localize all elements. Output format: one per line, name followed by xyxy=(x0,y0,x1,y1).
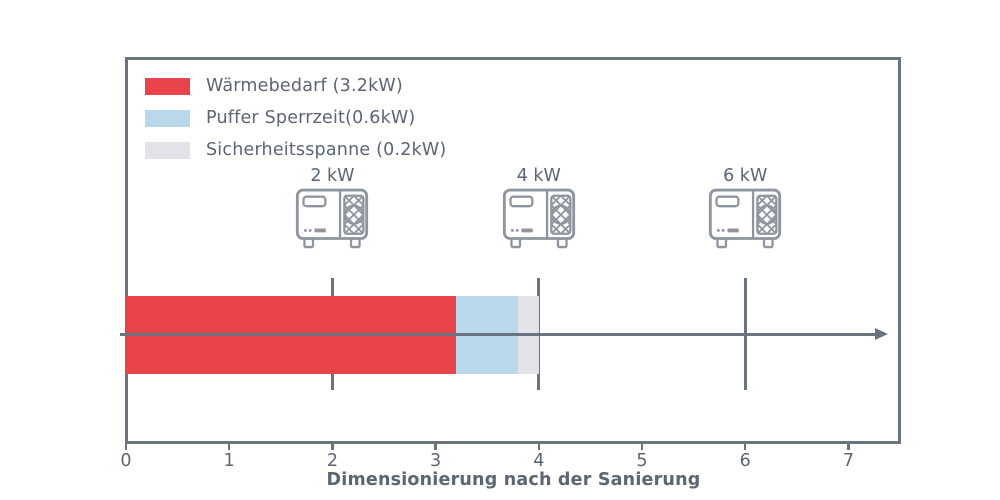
legend: Wärmebedarf (3.2kW) Puffer Sperrzeit(0.6… xyxy=(145,76,446,160)
x-tick-label: 0 xyxy=(120,451,132,471)
legend-label: Sicherheitsspanne (0.2kW) xyxy=(206,140,447,160)
legend-swatch-puffer-sperrzeit xyxy=(145,109,190,127)
x-tick-label: 7 xyxy=(842,451,854,471)
x-tick-label: 2 xyxy=(326,451,338,471)
plot-frame xyxy=(125,57,901,444)
x-tick-mark xyxy=(640,443,644,450)
x-tick-label: 4 xyxy=(533,451,545,471)
x-tick-label: 6 xyxy=(739,451,751,471)
x-tick-mark xyxy=(227,443,231,450)
legend-label: Wärmebedarf (3.2kW) xyxy=(206,76,403,96)
heat-pump-icon xyxy=(707,188,783,251)
x-axis-arrowhead xyxy=(875,328,888,340)
legend-swatch-sicherheitsspanne xyxy=(145,141,190,159)
x-tick-mark xyxy=(847,443,850,450)
x-tick-label: 1 xyxy=(223,451,235,471)
pump-capacity-label: 4 kW xyxy=(516,166,561,186)
pump-group-4kw: 4 kW xyxy=(479,166,599,255)
pump-group-2kw: 2 kW xyxy=(272,166,392,255)
pump-capacity-label: 2 kW xyxy=(310,166,355,186)
legend-item-puffer-sperrzeit: Puffer Sperrzeit(0.6kW) xyxy=(145,108,446,128)
legend-item-sicherheitsspanne: Sicherheitsspanne (0.2kW) xyxy=(145,140,446,160)
pump-capacity-label: 6 kW xyxy=(723,166,768,186)
legend-label: Puffer Sperrzeit(0.6kW) xyxy=(206,108,416,128)
x-tick-label: 5 xyxy=(636,451,648,471)
x-axis-title: Dimensionierung nach der Sanierung xyxy=(326,470,701,490)
heat-pump-icon xyxy=(294,188,370,251)
legend-swatch-waermebedarf xyxy=(145,77,190,95)
x-tick-mark xyxy=(434,443,437,450)
x-tick-mark xyxy=(124,443,128,450)
x-tick-label: 3 xyxy=(430,451,442,471)
x-tick-mark xyxy=(537,443,541,450)
x-axis-arrow-line xyxy=(120,332,876,336)
legend-item-waermebedarf: Wärmebedarf (3.2kW) xyxy=(145,76,446,96)
x-tick-mark xyxy=(331,443,334,450)
heat-pump-icon xyxy=(501,188,577,251)
pump-group-6kw: 6 kW xyxy=(685,166,805,255)
x-tick-mark xyxy=(743,443,747,450)
